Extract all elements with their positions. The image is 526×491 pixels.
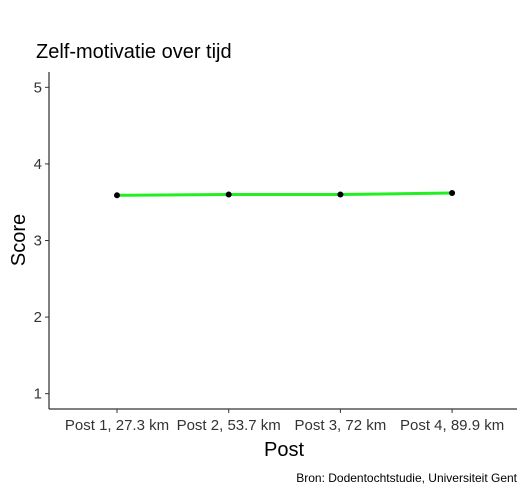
y-tick-label: 5 bbox=[34, 79, 42, 96]
x-tick-label: Post 2, 53.7 km bbox=[177, 417, 281, 434]
chart-title: Zelf-motivatie over tijd bbox=[36, 41, 232, 63]
y-axis-ticks: 1 2 3 4 5 bbox=[34, 79, 49, 403]
data-points bbox=[114, 190, 456, 199]
data-point bbox=[449, 190, 456, 197]
y-tick-label: 1 bbox=[34, 386, 42, 403]
series-line bbox=[116, 191, 453, 197]
x-tick-label: Post 4, 89.9 km bbox=[400, 417, 504, 434]
y-tick-label: 3 bbox=[34, 233, 42, 250]
x-tick-label: Post 3, 72 km bbox=[295, 417, 387, 434]
x-axis-ticks: Post 1, 27.3 km Post 2, 53.7 km Post 3, 72… bbox=[65, 409, 504, 434]
data-point bbox=[225, 191, 232, 198]
x-tick-label: Post 1, 27.3 km bbox=[65, 417, 169, 434]
y-tick-label: 4 bbox=[34, 156, 42, 173]
chart-caption: Bron: Dodentochtstudie, Universiteit Gen… bbox=[296, 471, 517, 485]
data-point bbox=[337, 191, 344, 198]
x-axis-title: Post bbox=[264, 439, 304, 461]
data-point bbox=[114, 192, 120, 199]
y-tick-label: 2 bbox=[34, 309, 42, 326]
y-axis-title: Score bbox=[8, 214, 30, 266]
